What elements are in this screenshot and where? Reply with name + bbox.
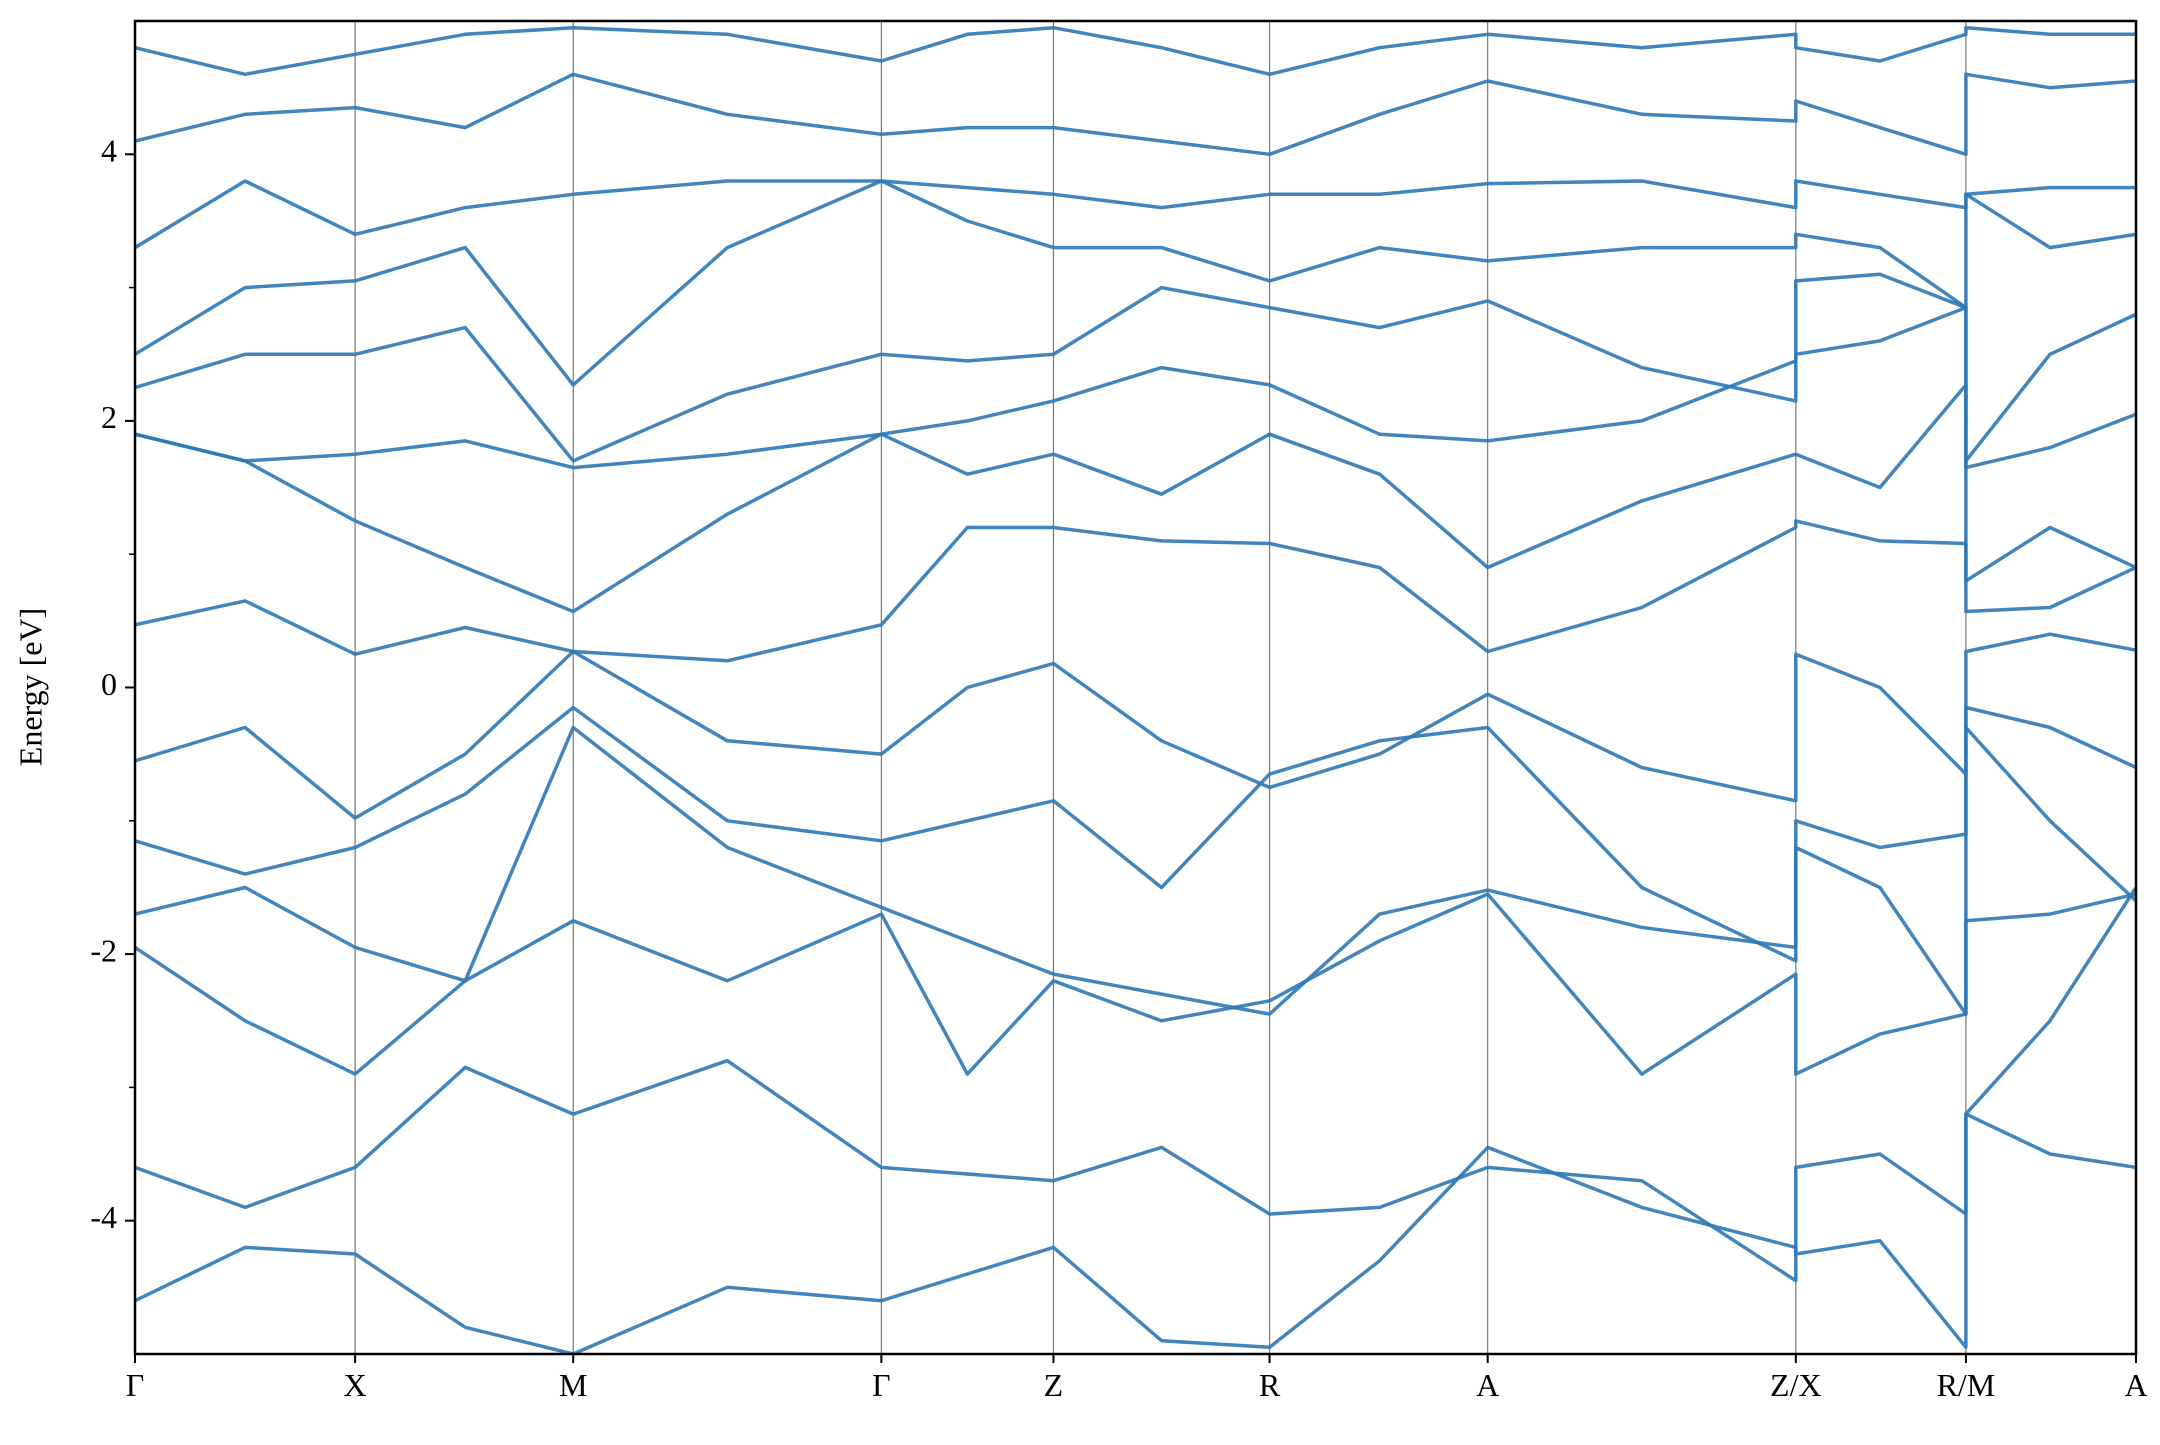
band-line [135,1058,2136,1283]
band-line [135,72,2136,157]
band-line [135,272,2136,463]
y-axis-label: Energy [eV] [12,608,48,766]
band-line [135,519,2136,663]
band-line [135,725,2136,1016]
x-tick-label: Z [1044,1367,1064,1403]
y-tick-label: 4 [101,133,117,169]
x-tick-label: M [559,1367,587,1403]
x-tick-label: Z/X [1770,1367,1822,1403]
y-tick-label: -4 [90,1199,117,1235]
x-tick-label: A [2124,1367,2147,1403]
x-tick-label: R/M [1937,1367,1996,1403]
band-line [135,383,2136,614]
y-tick-label: -2 [90,932,117,968]
band-line [135,632,2136,820]
plot-frame [133,19,2138,1356]
x-tick-label: A [1476,1367,1499,1403]
band-line [135,892,2136,1076]
band-line [135,25,2136,77]
x-tick-label: Γ [126,1367,145,1403]
band-line [135,179,2136,387]
bands [135,25,2136,1354]
band-line [135,705,2136,963]
x-tick-label: Γ [872,1367,891,1403]
band-line [135,179,2136,250]
x-tick-label: R [1259,1367,1281,1403]
x-tick-label: X [344,1367,367,1403]
y-tick-label: 0 [101,666,117,702]
band-line [135,305,2136,470]
band-line [135,886,2136,1354]
y-tick-label: 2 [101,399,117,435]
